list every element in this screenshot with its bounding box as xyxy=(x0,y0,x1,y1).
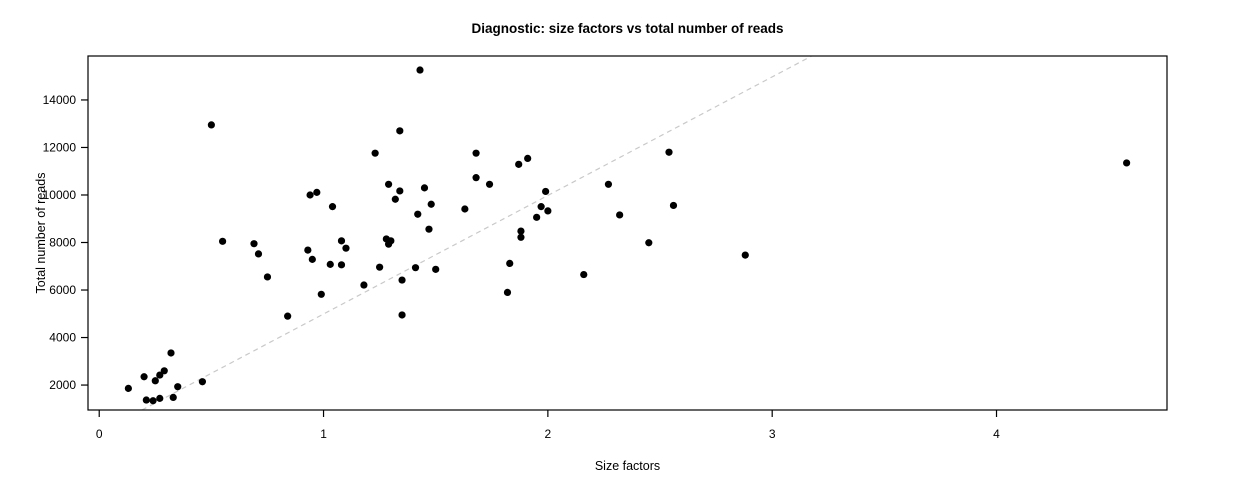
data-point xyxy=(387,237,395,245)
data-point xyxy=(317,290,325,298)
x-tick-label: 4 xyxy=(993,427,1000,441)
data-point xyxy=(398,311,406,319)
y-tick-label: 6000 xyxy=(49,283,76,297)
data-point xyxy=(250,240,258,248)
y-tick-label: 4000 xyxy=(49,331,76,345)
data-point xyxy=(517,233,525,241)
y-tick-label: 14000 xyxy=(43,93,77,107)
chart-title: Diagnostic: size factors vs total number… xyxy=(471,21,784,36)
data-point xyxy=(604,180,613,188)
data-point xyxy=(140,373,148,381)
data-point xyxy=(360,281,368,289)
data-point xyxy=(384,180,393,188)
data-point xyxy=(156,394,164,402)
data-point xyxy=(169,393,177,402)
data-point xyxy=(174,383,182,391)
x-axis-label: Size factors xyxy=(594,459,661,473)
data-point xyxy=(665,148,673,156)
data-point xyxy=(326,260,334,268)
reference-line xyxy=(141,55,813,411)
data-point xyxy=(308,255,316,263)
data-point xyxy=(254,250,263,258)
data-point xyxy=(524,154,532,162)
data-point xyxy=(398,276,406,284)
data-point xyxy=(198,378,207,386)
data-point xyxy=(411,264,420,272)
data-point xyxy=(160,367,168,375)
data-point xyxy=(503,288,512,296)
data-point xyxy=(414,210,422,218)
data-point xyxy=(544,207,552,215)
data-point xyxy=(342,244,350,252)
y-tick-label: 12000 xyxy=(43,140,77,154)
y-tick-label: 10000 xyxy=(43,188,77,202)
data-point xyxy=(616,211,624,219)
data-point xyxy=(580,270,588,279)
data-point xyxy=(337,261,346,269)
data-point xyxy=(542,187,550,196)
data-point xyxy=(167,349,175,357)
data-point xyxy=(263,273,272,281)
data-point xyxy=(472,149,480,157)
data-point xyxy=(396,127,404,135)
data-point xyxy=(416,66,424,74)
data-point xyxy=(669,201,678,210)
data-point xyxy=(427,200,435,208)
data-point xyxy=(304,246,312,254)
data-point xyxy=(425,225,433,233)
data-point xyxy=(284,312,292,320)
data-point xyxy=(472,174,480,182)
data-point xyxy=(517,227,525,235)
data-point xyxy=(376,263,384,271)
data-point xyxy=(645,239,653,247)
data-point xyxy=(151,377,159,385)
data-point xyxy=(506,259,514,268)
plot-box xyxy=(87,55,1168,411)
data-point xyxy=(218,237,227,245)
x-tick-label: 3 xyxy=(769,427,776,441)
data-point xyxy=(207,121,215,129)
x-tick-label: 2 xyxy=(545,427,552,441)
data-point xyxy=(741,251,749,259)
data-point xyxy=(533,213,541,221)
x-tick-label: 1 xyxy=(320,427,327,441)
data-point xyxy=(537,203,545,211)
data-point xyxy=(515,160,523,168)
y-tick-label: 8000 xyxy=(49,236,76,250)
data-point xyxy=(396,187,404,195)
data-point xyxy=(337,237,346,245)
data-point xyxy=(306,191,314,199)
data-point xyxy=(485,180,494,188)
data-point xyxy=(461,205,469,213)
data-point xyxy=(391,195,399,203)
data-point xyxy=(156,371,164,379)
data-point xyxy=(124,384,132,392)
data-point xyxy=(328,203,337,211)
data-point xyxy=(149,397,157,405)
data-point xyxy=(313,188,321,196)
data-point xyxy=(420,184,429,192)
data-point xyxy=(142,396,150,404)
y-tick-label: 2000 xyxy=(49,378,76,392)
data-point xyxy=(432,265,440,273)
data-point xyxy=(1123,159,1131,167)
data-point xyxy=(371,149,379,157)
x-tick-label: 0 xyxy=(96,427,103,441)
